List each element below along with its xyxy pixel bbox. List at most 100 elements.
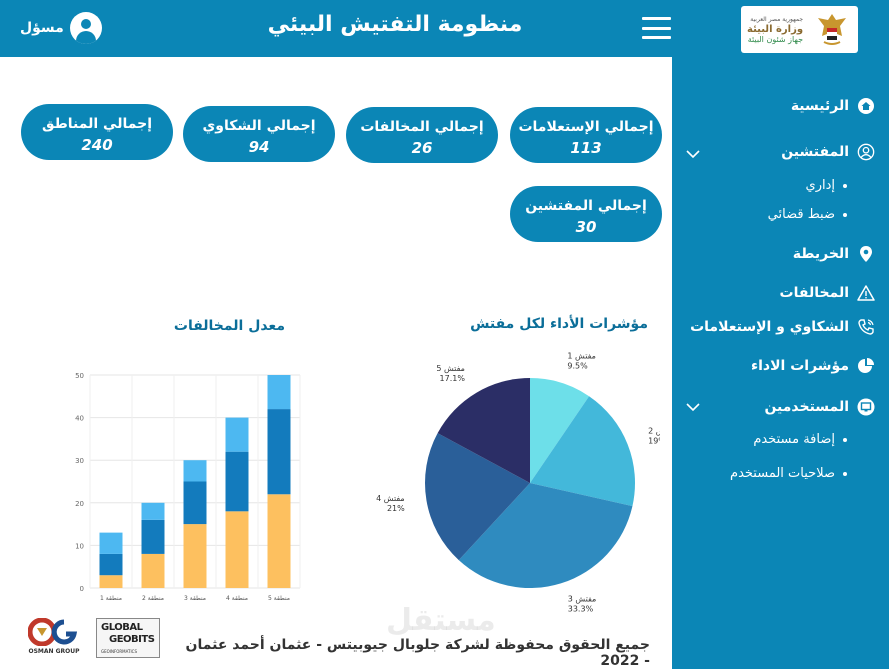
stacked-bar-chart: 0 10 20 30 40 50 منطقة 1 منطقة 2 منطقة 3 منطقة 4 م… <box>75 372 301 602</box>
user-label: مسؤل <box>20 20 64 36</box>
pie-slice[interactable] <box>437 378 530 483</box>
pie-chart-title: مؤشرات الأداء لكل مفتش <box>470 316 648 332</box>
bar-segment[interactable] <box>99 575 123 588</box>
stat-card-inspectors[interactable]: إجمالي المفتشين 30 <box>510 186 662 242</box>
sidebar-subitem-user-permissions[interactable]: صلاحيات المستخدم <box>730 466 847 481</box>
stat-value: 240 <box>81 136 113 154</box>
pie-slice[interactable] <box>425 433 530 561</box>
pie-chart: مفتش 19.5% مفتش 219% مفتش 333.3% مفتش 421% م… <box>376 352 660 614</box>
sidebar-item-users[interactable]: المستخدمين <box>764 398 875 416</box>
stat-label: إجمالي الشكاوي <box>202 118 316 134</box>
sidebar-item-label: مؤشرات الاداء <box>750 358 849 374</box>
bar-segment[interactable] <box>183 460 207 482</box>
stat-value: 113 <box>570 139 602 157</box>
pie-slice-label: مفتش 5 <box>436 364 465 373</box>
x-tick-label: منطقة 2 <box>142 595 164 602</box>
logo-line-3: جهاز شئون البيئة <box>747 34 804 44</box>
global-geobits-logo: GLOBAL GEOBITS GEOINFORMATICS <box>96 618 160 658</box>
sidebar: الرئيسية المفتشين إداري ضبط قضائي الخريط… <box>672 57 889 669</box>
stat-label: إجمالي المخالفات <box>360 119 484 135</box>
pie-slice-label: مفتش 4 <box>376 494 405 503</box>
bar-segment[interactable] <box>141 502 165 520</box>
sidebar-subitem-label: إداري <box>805 178 835 193</box>
y-tick-label: 50 <box>75 372 84 380</box>
pie-chart-icon <box>857 357 875 375</box>
monitor-icon <box>857 398 875 416</box>
osman-logo-text: OSMAN GROUP <box>28 648 80 655</box>
warning-icon <box>857 284 875 302</box>
y-tick-label: 30 <box>75 457 84 465</box>
sidebar-item-home[interactable]: الرئيسية <box>791 97 875 115</box>
stat-label: إجمالي الإستعلامات <box>518 119 654 135</box>
sidebar-subitem-judicial[interactable]: ضبط قضائي <box>768 207 847 222</box>
pie-slice-percent: 19% <box>648 436 660 445</box>
pie-slice[interactable] <box>530 396 635 507</box>
sidebar-item-kpi[interactable]: مؤشرات الاداء <box>751 357 875 375</box>
bar-segment[interactable] <box>267 494 291 588</box>
x-tick-label: منطقة 5 <box>268 595 290 602</box>
pie-slice-percent: 17.1% <box>440 374 466 383</box>
stat-label: إجمالي المفتشين <box>525 198 647 214</box>
bar-segment[interactable] <box>99 532 123 554</box>
bar-segment[interactable] <box>267 375 291 410</box>
sidebar-item-label: الخريطة <box>792 246 849 262</box>
bar-segment[interactable] <box>183 481 207 525</box>
sidebar-subitem-add-user[interactable]: إضافة مستخدم <box>753 432 847 447</box>
bar-segment[interactable] <box>141 553 165 588</box>
stat-card-violations[interactable]: إجمالي المخالفات 26 <box>346 107 498 163</box>
bar-segment[interactable] <box>267 409 291 495</box>
sidebar-subitem-label: ضبط قضائي <box>767 207 835 222</box>
sidebar-item-complaints[interactable]: الشكاوي و الإستعلامات <box>690 318 875 336</box>
top-bar: مسؤل منظومة التفتيش البيئي جمهورية مصر ا… <box>0 0 889 57</box>
home-icon <box>857 97 875 115</box>
user-menu[interactable]: مسؤل <box>20 12 102 44</box>
pie-slice-percent: 33.3% <box>568 604 594 613</box>
sidebar-item-violations[interactable]: المخالفات <box>780 284 875 302</box>
sidebar-item-map[interactable]: الخريطة <box>793 245 875 263</box>
sidebar-item-label: الشكاوي و الإستعلامات <box>690 319 849 335</box>
bar-segment[interactable] <box>183 524 207 588</box>
bar-segment[interactable] <box>225 417 249 452</box>
geo-logo-line-2: GEOBITS <box>109 634 155 645</box>
sidebar-item-label: المستخدمين <box>764 399 849 415</box>
pie-slice-label: مفتش 1 <box>567 352 596 361</box>
sidebar-subitem-administrative[interactable]: إداري <box>806 178 847 193</box>
copyright-text: جميع الحقوق محفوظة لشركة جلوبال جيوبيتس … <box>185 637 650 669</box>
pie-slice-percent: 9.5% <box>567 362 588 371</box>
pie-slice-label: مفتش 3 <box>568 594 597 603</box>
sidebar-item-inspectors[interactable]: المفتشين <box>781 143 875 161</box>
sidebar-item-label: الرئيسية <box>790 98 849 114</box>
osman-group-logo: OSMAN GROUP <box>26 618 82 658</box>
pie-slice[interactable] <box>530 378 590 483</box>
sidebar-item-label: المخالفات <box>779 285 849 301</box>
sidebar-subitem-label: إضافة مستخدم <box>753 432 835 447</box>
pie-slice-percent: 21% <box>387 504 405 513</box>
bar-segment[interactable] <box>225 451 249 512</box>
map-pin-icon <box>857 245 875 263</box>
stat-card-regions[interactable]: إجمالي المناطق 240 <box>21 104 173 160</box>
eagle-emblem-icon <box>818 13 846 45</box>
geo-logo-line-3: GEOINFORMATICS <box>101 649 138 654</box>
pie-slice-label: مفتش 2 <box>648 426 660 435</box>
chevron-down-icon[interactable] <box>684 398 702 416</box>
pie-slice[interactable] <box>458 483 633 588</box>
hamburger-menu-icon[interactable] <box>642 17 671 39</box>
chevron-down-icon[interactable] <box>684 145 702 163</box>
bar-segment[interactable] <box>141 519 165 554</box>
stat-card-inquiries[interactable]: إجمالي الإستعلامات 113 <box>510 107 662 163</box>
user-avatar-icon[interactable] <box>69 12 102 44</box>
bar-segment[interactable] <box>225 511 249 588</box>
y-tick-label: 40 <box>75 415 84 423</box>
x-tick-label: منطقة 1 <box>100 595 122 602</box>
bar-segment[interactable] <box>99 553 123 576</box>
stat-card-complaints[interactable]: إجمالي الشكاوي 94 <box>183 106 335 162</box>
bar-chart-title: معدل المخالفات <box>173 318 285 334</box>
x-tick-label: منطقة 4 <box>226 595 248 602</box>
y-tick-label: 10 <box>75 542 84 550</box>
user-circle-icon <box>857 143 875 161</box>
stat-value: 30 <box>575 218 597 236</box>
sidebar-item-label: المفتشين <box>781 144 849 160</box>
watermark: مستقل <box>386 603 496 638</box>
ministry-logo: جمهورية مصر العربية وزارة البيئة جهاز شئ… <box>741 6 858 53</box>
